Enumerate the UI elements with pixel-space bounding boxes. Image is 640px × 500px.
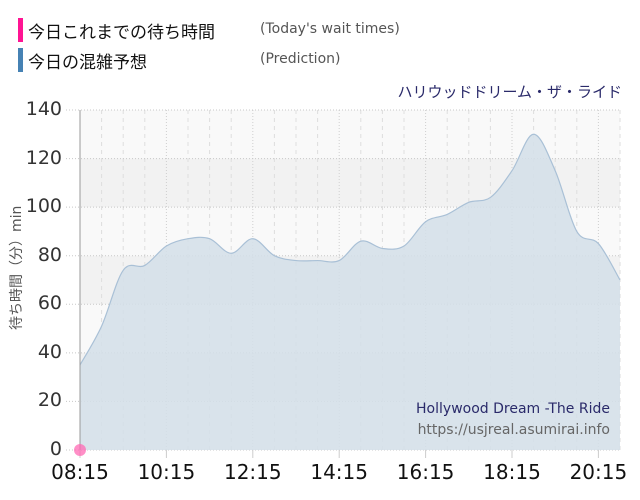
today-wait-point: [74, 444, 86, 456]
x-tick-label: 18:15: [483, 460, 541, 484]
watermark-ride-name: Hollywood Dream -The Ride: [416, 401, 610, 417]
legend-swatch-today: [18, 18, 23, 42]
prediction-area: [80, 134, 620, 451]
x-tick-label: 12:15: [223, 460, 282, 484]
axis-ticks: [79, 450, 599, 458]
x-tick-label: 20:15: [569, 460, 628, 484]
y-tick-label: 60: [37, 292, 62, 315]
legend-swatch-prediction: [18, 48, 23, 72]
x-tick-label: 14:15: [310, 460, 368, 484]
legend-label-jp: 今日の混雑予想: [28, 53, 147, 73]
y-tick-label: 40: [37, 340, 62, 363]
watermark-url[interactable]: https://usjreal.asumirai.info: [417, 422, 610, 438]
legend-label-jp: 今日これまでの待ち時間: [28, 23, 215, 43]
y-axis-label: 待ち時間（分）min: [9, 205, 25, 330]
legend-label-en: (Today's wait times): [260, 21, 400, 37]
x-tick-label: 16:15: [396, 460, 455, 484]
legend-item-prediction: 今日の混雑予想 (Prediction): [18, 46, 438, 73]
legend-item-today: 今日これまでの待ち時間 (Today's wait times): [18, 16, 438, 43]
x-tick-label: 08:15: [51, 460, 109, 484]
y-tick-label: 100: [25, 195, 62, 218]
x-tick-label: 10:15: [137, 460, 196, 484]
chart-title: ハリウッドドリーム・ザ・ライド: [397, 83, 622, 101]
prediction-line: [79, 133, 621, 366]
y-tick-label: 140: [25, 98, 62, 120]
y-tick-label: 80: [37, 243, 62, 266]
y-tick-label: 120: [25, 146, 62, 169]
legend-label-en: (Prediction): [260, 51, 341, 67]
y-tick-label: 20: [37, 389, 62, 412]
y-tick-label: 0: [49, 438, 62, 460]
